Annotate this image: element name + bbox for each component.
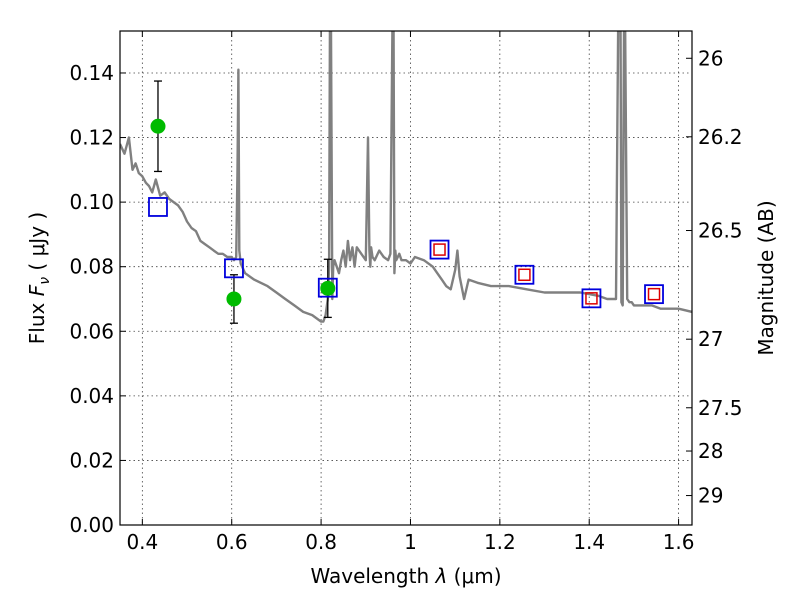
upper-limit-point xyxy=(585,292,598,305)
y-tick-label: 0.14 xyxy=(69,61,114,85)
y-tick-label: 0.04 xyxy=(69,384,114,408)
y2-tick-label: 27 xyxy=(698,327,723,351)
upper-limit-point xyxy=(647,287,661,301)
x-tick-label: 1.6 xyxy=(663,530,695,554)
y-tick-label: 0.06 xyxy=(69,319,114,343)
model-photometry-point xyxy=(581,288,602,309)
x-tick-label: 0.4 xyxy=(126,530,158,554)
axis-ticks: 0.4 0.6 0.8 1 1.2 1.4 1.6 0.00 0.02 0.04 0.06 0.08 0… xyxy=(69,31,743,554)
model-photometry-point xyxy=(644,284,664,305)
model-spectrum-line xyxy=(120,31,692,323)
x-axis-label: Wavelength λ (μm) xyxy=(310,564,501,588)
y2-tick-label: 29 xyxy=(698,484,723,508)
y2-axis-label: Magnitude (AB) xyxy=(754,200,778,355)
x-tick-label: 1.2 xyxy=(484,530,516,554)
observed-point xyxy=(150,118,166,134)
plot-data xyxy=(120,31,692,324)
model-photometry-point xyxy=(317,277,338,298)
model-photometry-point xyxy=(224,258,244,279)
y-tick-label: 0.12 xyxy=(69,126,114,150)
y2-tick-label: 27.5 xyxy=(698,396,743,420)
y-tick-label: 0.08 xyxy=(69,255,114,279)
x-tick-label: 1.4 xyxy=(573,530,605,554)
observed-point xyxy=(226,291,242,307)
y2-tick-label: 26.2 xyxy=(698,125,743,149)
observed-point xyxy=(320,280,336,296)
x-tick-label: 1 xyxy=(404,530,417,554)
x-tick-label: 0.8 xyxy=(305,530,337,554)
y-tick-label: 0.10 xyxy=(69,190,114,214)
y-tick-label: 0.02 xyxy=(69,448,114,472)
upper-limit-point xyxy=(433,243,446,256)
y-axis-label: Flux Fν ( μJy ) xyxy=(25,212,53,344)
model-photometry-point xyxy=(514,264,535,285)
plot-frame xyxy=(119,30,693,526)
y2-tick-label: 26.5 xyxy=(698,219,743,243)
grid xyxy=(120,31,692,525)
model-photometry-point xyxy=(429,239,450,260)
y-tick-label: 0.00 xyxy=(69,513,114,537)
upper-limit-point xyxy=(518,268,531,282)
x-tick-label: 0.6 xyxy=(216,530,248,554)
y2-tick-label: 28 xyxy=(698,439,723,463)
model-photometry-point xyxy=(148,197,168,217)
y2-tick-label: 26 xyxy=(698,46,723,70)
